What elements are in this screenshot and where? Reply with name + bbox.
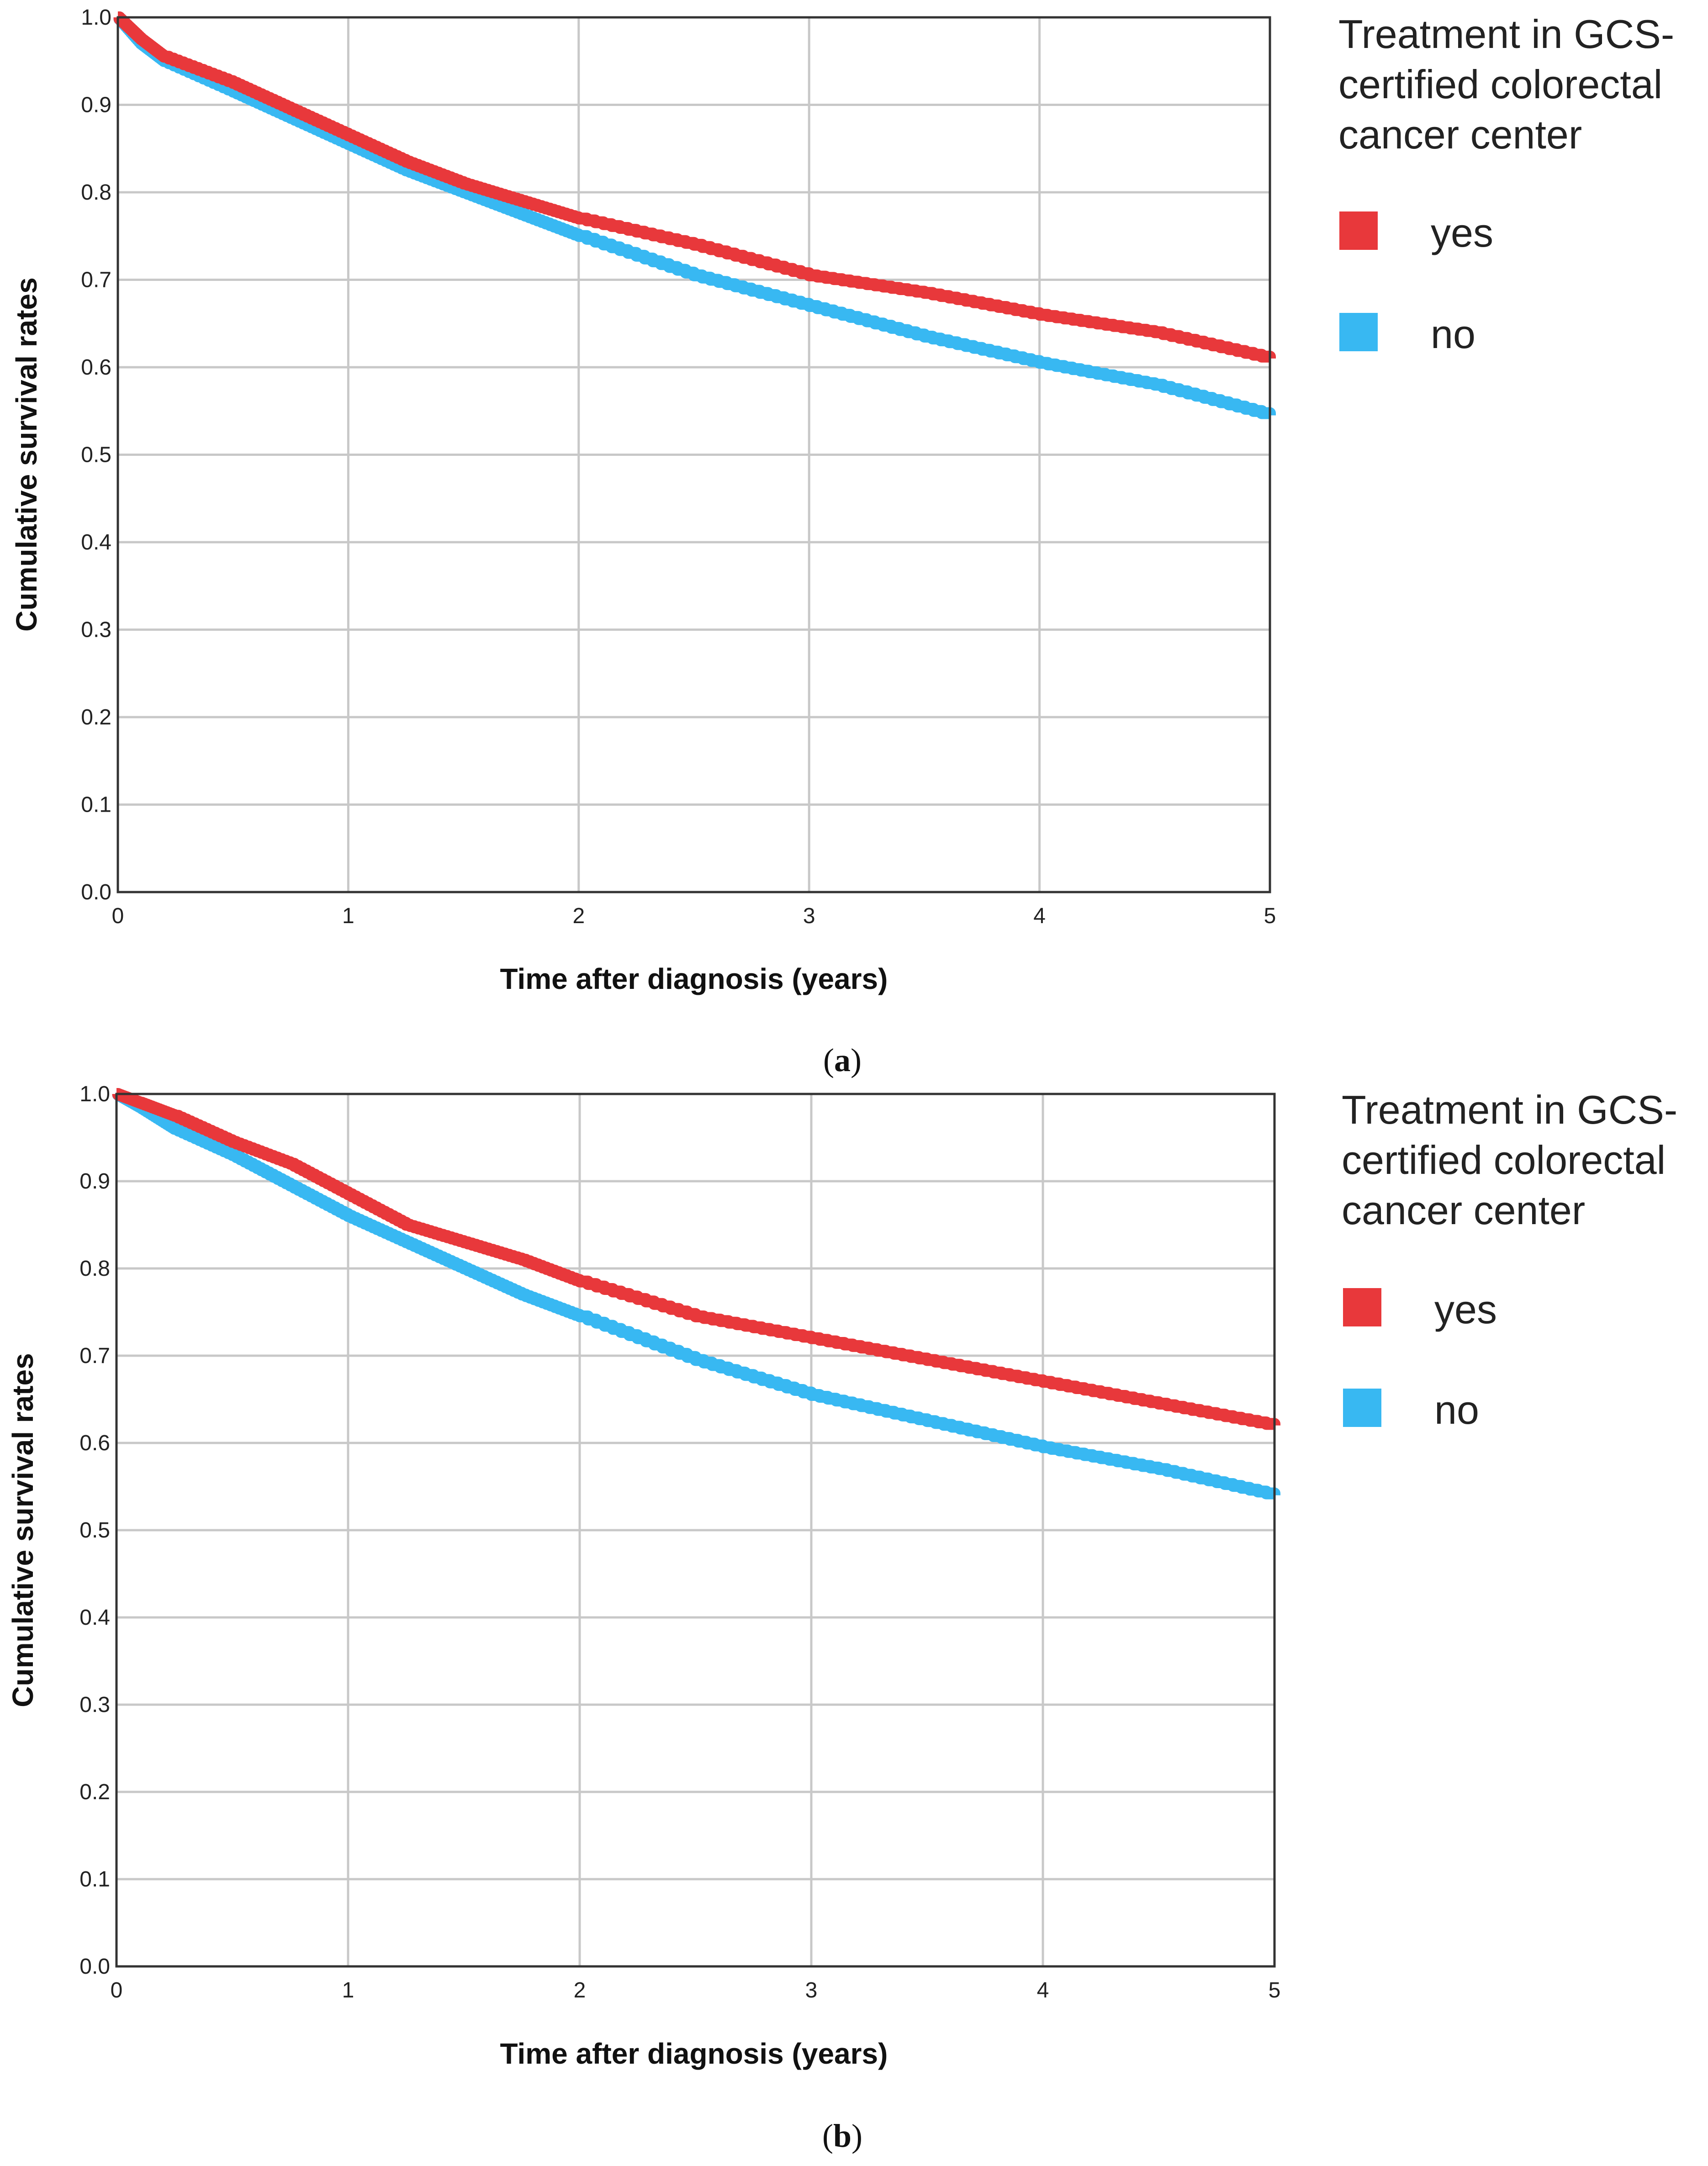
y-axis-label: Cumulative survival rates: [6, 1353, 39, 1707]
x-tick-label: 4: [1037, 1978, 1049, 2002]
y-tick-label: 1.0: [81, 5, 111, 30]
legend-swatch-yes: [1343, 1288, 1381, 1326]
y-tick-label: 0.2: [81, 705, 111, 729]
grid-a: [116, 16, 1271, 893]
x-axis-label: Time after diagnosis (years): [500, 962, 888, 995]
caption-open-paren: (: [822, 2118, 833, 2154]
series-group-b: [112, 1088, 1280, 1500]
x-tick-label: 4: [1033, 904, 1046, 928]
x-tick-labels-a: 0 1 2 3 4 5: [112, 904, 1276, 928]
x-tick-label: 5: [1269, 1978, 1281, 2002]
y-tick-label: 0.6: [79, 1431, 110, 1455]
legend-title-line-1: Treatment in GCS-: [1342, 1087, 1677, 1132]
x-tick-labels-b: 0 1 2 3 4 5: [111, 1978, 1281, 2002]
y-tick-label: 0.8: [81, 180, 111, 205]
x-tick-label: 1: [342, 1978, 354, 2002]
legend-swatch-yes: [1339, 211, 1378, 250]
plot-frame-a: [116, 16, 1271, 893]
legend-title-line-3: cancer center: [1338, 112, 1582, 157]
legend-label-yes: yes: [1434, 1287, 1497, 1332]
caption-open-paren: (: [823, 1042, 834, 1078]
panel-a: 0.0 0.1 0.2 0.3 0.4 0.5 0.6 0.7 0.8 0.9 1.0 0 1 2 3 4 5…: [10, 5, 1674, 1078]
legend-a: Treatment in GCS- certified colorectal c…: [1338, 11, 1674, 357]
survival-curve-yes: [113, 11, 1276, 363]
y-tick-label: 0.7: [79, 1344, 110, 1368]
x-tick-label: 2: [572, 904, 585, 928]
x-tick-label: 5: [1264, 904, 1276, 928]
caption-letter: b: [833, 2118, 851, 2154]
legend-swatch-no: [1339, 313, 1378, 351]
y-tick-label: 0.8: [79, 1257, 110, 1281]
y-tick-label: 0.5: [81, 443, 111, 467]
y-tick-label: 0.1: [81, 793, 111, 817]
x-tick-label: 1: [342, 904, 354, 928]
y-tick-label: 0.3: [81, 618, 111, 642]
y-tick-labels-b: 0.0 0.1 0.2 0.3 0.4 0.5 0.6 0.7 0.8 0.9 1.0: [79, 1082, 110, 1979]
survival-curve-yes: [112, 1088, 1280, 1430]
y-tick-label: 0.9: [79, 1169, 110, 1194]
y-tick-label: 0.0: [81, 880, 111, 904]
survival-curve-no: [112, 1088, 1280, 1500]
series-group-a: [113, 11, 1276, 419]
survival-curve-no: [113, 11, 1276, 419]
legend-label-no: no: [1431, 312, 1475, 357]
y-tick-label: 0.9: [81, 93, 111, 117]
legend-b: Treatment in GCS- certified colorectal c…: [1342, 1087, 1677, 1432]
x-tick-label: 0: [112, 904, 124, 928]
y-axis-label: Cumulative survival rates: [10, 277, 43, 631]
y-tick-label: 1.0: [79, 1082, 110, 1106]
legend-swatch-no: [1343, 1389, 1381, 1427]
legend-label-no: no: [1434, 1387, 1479, 1432]
y-tick-label: 0.1: [79, 1867, 110, 1891]
caption-close-paren: ): [851, 1042, 862, 1078]
x-tick-label: 3: [803, 904, 815, 928]
y-tick-label: 0.3: [79, 1693, 110, 1717]
y-tick-label: 0.2: [79, 1780, 110, 1804]
y-tick-label: 0.7: [81, 268, 111, 292]
y-tick-labels-a: 0.0 0.1 0.2 0.3 0.4 0.5 0.6 0.7 0.8 0.9 1.0: [81, 5, 111, 904]
legend-title-line-2: certified colorectal: [1338, 62, 1662, 107]
legend-label-yes: yes: [1431, 210, 1493, 255]
legend-title-line-3: cancer center: [1342, 1188, 1585, 1233]
y-tick-label: 0.4: [79, 1606, 110, 1630]
grid-b: [115, 1093, 1276, 1968]
legend-title-line-2: certified colorectal: [1342, 1137, 1666, 1183]
plot-frame-b: [115, 1093, 1276, 1968]
panel-caption-b: (b): [822, 2118, 862, 2154]
caption-close-paren: ): [851, 2118, 862, 2154]
panel-b: 0.0 0.1 0.2 0.3 0.4 0.5 0.6 0.7 0.8 0.9 1.0 0 1 2 3 4 5…: [6, 1082, 1677, 2154]
legend-title-line-1: Treatment in GCS-: [1338, 11, 1674, 57]
y-tick-label: 0.4: [81, 530, 111, 555]
x-axis-label: Time after diagnosis (years): [500, 2037, 888, 2070]
x-tick-label: 0: [111, 1978, 123, 2002]
x-tick-label: 3: [805, 1978, 818, 2002]
y-tick-label: 0.0: [79, 1955, 110, 1979]
y-tick-label: 0.5: [79, 1518, 110, 1543]
x-tick-label: 2: [574, 1978, 586, 2002]
panel-caption-a: (a): [823, 1042, 862, 1078]
y-tick-label: 0.6: [81, 355, 111, 380]
caption-letter: a: [834, 1042, 851, 1078]
